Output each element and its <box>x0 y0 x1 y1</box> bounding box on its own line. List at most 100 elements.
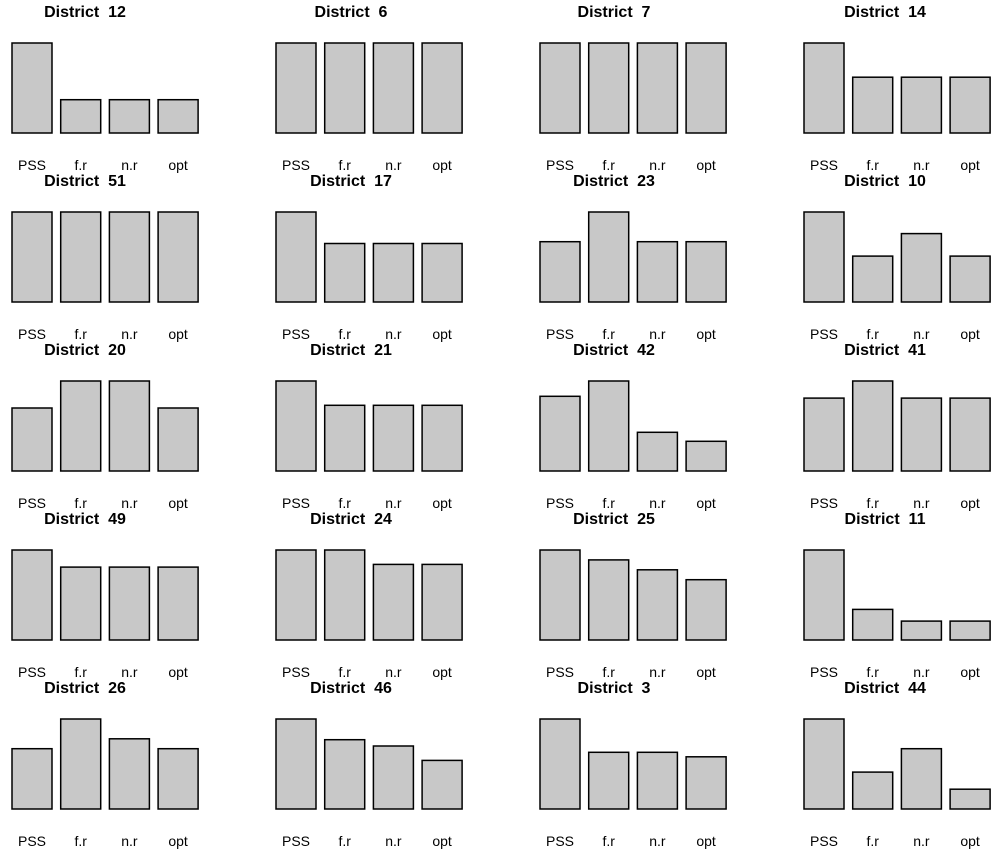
bar-nr <box>900 397 943 472</box>
bar-nr <box>900 76 943 134</box>
category-label: opt <box>960 495 980 511</box>
bar-PSS <box>539 718 581 810</box>
bar-PSS <box>803 211 845 303</box>
bar-fr <box>851 76 894 134</box>
bar-nr <box>636 42 679 134</box>
bar-nr <box>108 380 151 472</box>
panel-plot: PSS f.r n.r opt <box>539 549 727 680</box>
panel-title: District 12 <box>44 4 126 21</box>
bar-nr <box>900 232 943 303</box>
category-label: f.r <box>866 326 879 342</box>
category-label: PSS <box>18 495 46 511</box>
bar-opt <box>685 440 727 472</box>
bar-opt <box>949 255 991 303</box>
category-label: f.r <box>602 664 615 680</box>
bar-PSS <box>11 407 53 472</box>
panel-plot: PSS f.r n.r opt <box>11 380 199 511</box>
panel-plot: PSS f.r n.r opt <box>803 42 991 173</box>
bar-fr <box>851 771 894 810</box>
chart-panel: District 20 PSS f.r n.r opt <box>0 338 993 511</box>
category-label: n.r <box>649 833 666 849</box>
panel-plot: PSS f.r n.r opt <box>803 718 991 849</box>
category-label: n.r <box>121 664 138 680</box>
panel-plot: PSS f.r n.r opt <box>803 549 991 680</box>
panel-title: District 10 <box>844 173 926 190</box>
chart-panel: District 23 PSS f.r n.r opt <box>0 169 993 342</box>
panel-plot: PSS f.r n.r opt <box>539 42 727 173</box>
chart-panel: District 6 PSS f.r n.r opt <box>0 0 993 173</box>
category-label: f.r <box>866 664 879 680</box>
bar-nr <box>636 431 679 472</box>
bar-fr <box>59 211 102 303</box>
panel-title: District 24 <box>310 511 392 528</box>
bar-nr <box>108 98 151 134</box>
chart-panel: District 26 PSS f.r n.r opt <box>0 676 993 849</box>
panel-plot: PSS f.r n.r opt <box>539 211 727 342</box>
category-label: n.r <box>649 157 666 173</box>
category-label: opt <box>696 495 716 511</box>
panel-title: District 42 <box>573 342 655 359</box>
category-label: f.r <box>338 833 351 849</box>
bar-PSS <box>11 211 53 303</box>
category-label: f.r <box>74 326 87 342</box>
bar-fr <box>851 255 894 303</box>
bar-fr <box>851 608 894 641</box>
category-label: PSS <box>546 833 574 849</box>
category-label: n.r <box>121 833 138 849</box>
panel-title: District 7 <box>577 4 651 21</box>
category-label: n.r <box>913 664 930 680</box>
bar-fr <box>323 242 366 303</box>
bar-nr <box>900 620 943 641</box>
category-label: n.r <box>649 664 666 680</box>
category-label: opt <box>168 833 188 849</box>
category-label: PSS <box>546 157 574 173</box>
bar-opt <box>949 76 991 134</box>
category-label: opt <box>168 157 188 173</box>
bar-fr <box>323 738 366 810</box>
category-label: PSS <box>18 833 46 849</box>
category-label: opt <box>432 833 452 849</box>
bar-nr <box>372 242 415 303</box>
category-label: n.r <box>649 495 666 511</box>
bar-opt <box>157 407 199 472</box>
panel-plot: PSS f.r n.r opt <box>11 549 199 680</box>
bar-fr <box>59 98 102 134</box>
bar-nr <box>108 211 151 303</box>
bar-nr <box>372 42 415 134</box>
panel-plot: PSS f.r n.r opt <box>11 718 199 849</box>
chart-panel: District 7 PSS f.r n.r opt <box>0 0 993 173</box>
category-label: PSS <box>18 664 46 680</box>
bar-nr <box>372 563 415 641</box>
chart-panel: District 51 PSS f.r n.r opt <box>0 169 993 342</box>
bar-opt <box>157 566 199 641</box>
category-label: f.r <box>602 833 615 849</box>
chart-panel: District 14 PSS f.r n.r opt <box>0 0 993 173</box>
bar-nr <box>636 751 679 810</box>
bar-PSS <box>275 549 317 641</box>
category-label: n.r <box>385 833 402 849</box>
category-label: opt <box>432 326 452 342</box>
category-label: opt <box>432 157 452 173</box>
panel-title: District 26 <box>44 680 126 697</box>
category-label: n.r <box>121 326 138 342</box>
category-label: PSS <box>810 664 838 680</box>
panel-plot: PSS f.r n.r opt <box>803 380 991 511</box>
category-label: f.r <box>74 664 87 680</box>
category-label: PSS <box>810 326 838 342</box>
panel-plot: PSS f.r n.r opt <box>275 380 463 511</box>
bar-opt <box>421 42 463 134</box>
bar-nr <box>900 747 943 810</box>
panel-title: District 20 <box>44 342 126 359</box>
bar-opt <box>685 240 727 303</box>
category-label: f.r <box>74 833 87 849</box>
panel-title: District 46 <box>310 680 392 697</box>
category-label: f.r <box>866 495 879 511</box>
category-label: PSS <box>810 495 838 511</box>
bar-nr <box>372 745 415 810</box>
bar-PSS <box>275 42 317 134</box>
category-label: PSS <box>282 664 310 680</box>
bar-nr <box>372 404 415 472</box>
bar-fr <box>587 42 630 134</box>
category-label: opt <box>696 326 716 342</box>
